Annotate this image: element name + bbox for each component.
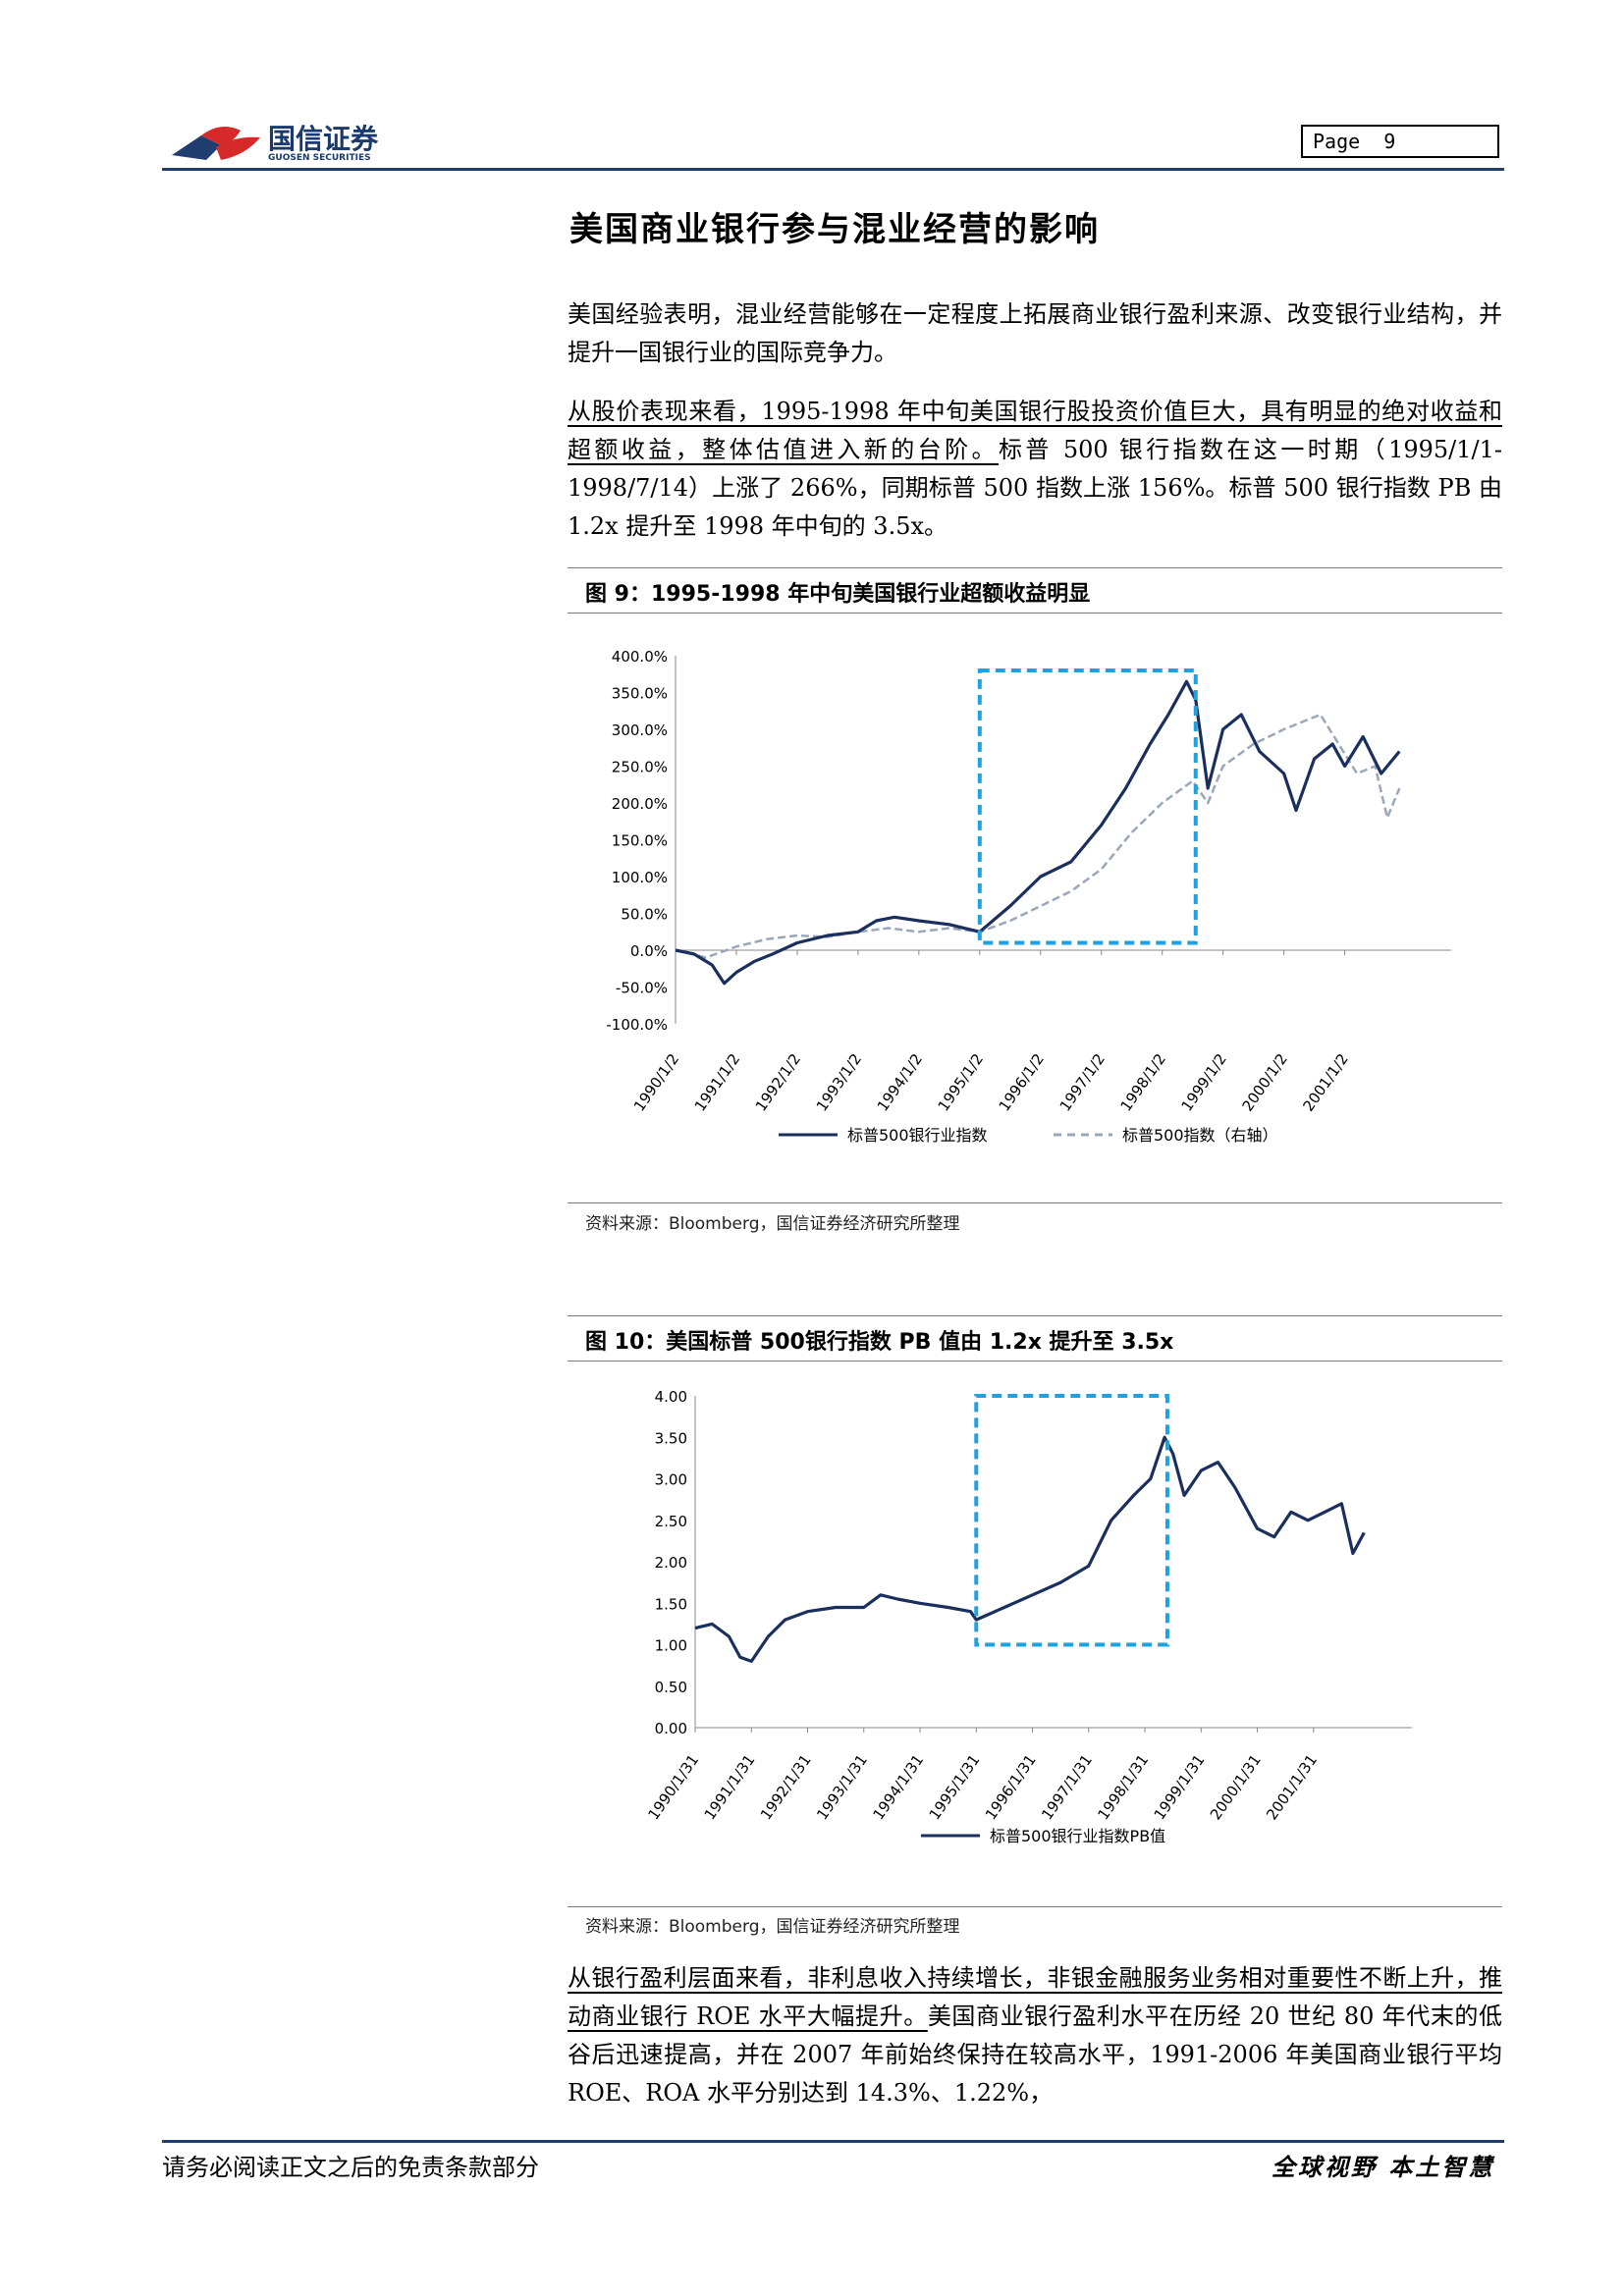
- highlight-box: [974, 1394, 1169, 1647]
- y-tick-label: 4.00: [655, 1388, 687, 1406]
- y-tick-label: 350.0%: [612, 685, 668, 703]
- series-line-bank: [694, 1435, 1366, 1663]
- paragraph-2-rest: 标普 500 银行指数在这一时期（1995/1/1-1998/7/14）上涨了 …: [568, 436, 1502, 540]
- x-tick-label: 1991/1/31: [701, 1751, 759, 1823]
- x-tick-label: 2001/1/31: [1263, 1751, 1321, 1823]
- x-tick-label: 1995/1/31: [926, 1751, 984, 1823]
- x-tick-label: 1996/1/2: [996, 1050, 1048, 1115]
- y-tick-label: 250.0%: [612, 759, 668, 776]
- y-tick-label: 400.0%: [612, 648, 668, 666]
- y-tick-label: 2.00: [655, 1554, 687, 1572]
- y-tick-label: 1.50: [655, 1595, 687, 1613]
- y-tick-label: 3.00: [655, 1471, 687, 1489]
- figure9-rule-bottom: [568, 1202, 1502, 1203]
- paragraph-1-text: 美国经验表明，混业经营能够在一定程度上拓展商业银行盈利来源、改变银行业结构，并提…: [568, 300, 1502, 366]
- logo-text-en: GUOSEN SECURITIES: [268, 153, 371, 163]
- x-tick-label: 2001/1/2: [1299, 1050, 1351, 1115]
- x-tick-label: 1994/1/2: [874, 1050, 926, 1115]
- y-tick-label: 1.00: [655, 1637, 687, 1655]
- page-number: 9: [1383, 130, 1396, 153]
- x-tick-label: 1993/1/2: [813, 1050, 865, 1115]
- x-tick-label: 1998/1/2: [1117, 1050, 1169, 1115]
- series-line-bank: [675, 679, 1401, 986]
- y-tick-label: 0.00: [655, 1720, 687, 1737]
- y-tick-label: 100.0%: [612, 869, 668, 886]
- figure9-rule-top: [568, 567, 1502, 568]
- x-tick-label: 2000/1/31: [1207, 1751, 1265, 1823]
- x-tick-label: 1997/1/2: [1056, 1050, 1109, 1115]
- x-tick-label: 1998/1/31: [1094, 1751, 1152, 1823]
- x-tick-label: 1990/1/2: [630, 1050, 682, 1115]
- x-tick-label: 1996/1/31: [982, 1751, 1040, 1823]
- paragraph-3-rest: 美国商业银行盈利水平在历经 20 世纪 80 年代末的低谷后迅速提高，并在 20…: [568, 2002, 1503, 2107]
- y-tick-label: 50.0%: [621, 906, 668, 924]
- logo: 国信证券 GUOSEN SECURITIES: [162, 116, 407, 167]
- paragraph-3: 从银行盈利层面来看，非利息收入持续增长，非银金融服务业务相对重要性不断上升，推动…: [568, 1959, 1502, 2112]
- y-tick-label: 0.50: [655, 1679, 687, 1696]
- x-tick-label: 1999/1/2: [1178, 1050, 1230, 1115]
- figure10-rule-title: [568, 1361, 1502, 1362]
- chart-bank-pb: 4.00 3.50 3.00 2.50 2.00 1.50 1.00 0.50 0.00 1990…: [644, 1388, 1412, 1845]
- figure10-rule-bottom: [568, 1906, 1502, 1907]
- x-tick-label: 1992/1/31: [757, 1751, 815, 1823]
- page-indicator: Page 9: [1301, 125, 1499, 158]
- y-tick-label: 2.50: [655, 1513, 687, 1530]
- footer-rule: [162, 2140, 1504, 2143]
- series-line-sp500: [675, 713, 1401, 959]
- page-label: Page: [1313, 130, 1361, 153]
- figure9-title: 图 9：1995-1998 年中旬美国银行业超额收益明显: [585, 582, 1091, 607]
- y-tick-label: 150.0%: [612, 832, 668, 850]
- x-tick-label: 1992/1/2: [752, 1050, 804, 1115]
- x-tick-label: 1993/1/31: [813, 1751, 871, 1823]
- paragraph-2-underlined: 从股价表现来看，1995-1998 年中旬美国银行股投资价值巨大，具有明显的绝对…: [568, 398, 1502, 463]
- highlight-box: [977, 668, 1198, 945]
- legend-label: 标普500银行业指数PB值: [990, 1827, 1165, 1845]
- x-tick-label: 2000/1/2: [1238, 1050, 1290, 1115]
- section-title: 美国商业银行参与混业经营的影响: [569, 210, 1100, 249]
- figure9-source: 资料来源：Bloomberg，国信证券经济研究所整理: [585, 1214, 960, 1234]
- x-tick-label: 1997/1/31: [1038, 1751, 1096, 1823]
- figure10-source: 资料来源：Bloomberg，国信证券经济研究所整理: [585, 1917, 960, 1937]
- x-tick-label: 1990/1/31: [644, 1751, 702, 1823]
- x-tick-label: 1994/1/31: [869, 1751, 927, 1823]
- footer-disclaimer: 请务必阅读正文之后的免责条款部分: [162, 2154, 539, 2181]
- paragraph-2: 从股价表现来看，1995-1998 年中旬美国银行股投资价值巨大，具有明显的绝对…: [568, 393, 1502, 546]
- y-tick-label: 0.0%: [630, 942, 668, 960]
- y-tick-label: -100.0%: [606, 1016, 668, 1034]
- footer-slogan: 全球视野 本土智慧: [1272, 2153, 1495, 2181]
- figure9-rule-title: [568, 613, 1502, 614]
- paragraph-1: 美国经验表明，混业经营能够在一定程度上拓展商业银行盈利来源、改变银行业结构，并提…: [568, 295, 1502, 372]
- logo-mark-icon: [172, 127, 260, 160]
- logo-text-cn: 国信证券: [268, 123, 379, 155]
- x-tick-label: 1995/1/2: [935, 1050, 987, 1115]
- legend-label: 标普500银行业指数: [847, 1126, 988, 1145]
- y-tick-label: 3.50: [655, 1429, 687, 1447]
- x-tick-label: 1999/1/31: [1151, 1751, 1209, 1823]
- figure10-rule-top: [568, 1315, 1502, 1316]
- chart-bank-vs-sp500: 400.0% 350.0% 300.0% 250.0% 200.0% 150.0% 100.…: [606, 648, 1451, 1145]
- x-tick-label: 1991/1/2: [691, 1050, 743, 1115]
- figure10-title: 图 10：美国标普 500银行指数 PB 值由 1.2x 提升至 3.5x: [585, 1330, 1174, 1355]
- y-tick-label: -50.0%: [616, 980, 668, 997]
- legend-label: 标普500指数（右轴）: [1122, 1126, 1278, 1145]
- header-rule: [162, 168, 1504, 171]
- y-tick-label: 300.0%: [612, 721, 668, 739]
- y-tick-label: 200.0%: [612, 795, 668, 813]
- paragraph-3-underlined: 从银行盈利层面来看，非利息收入持续增长，非银金融服务业务相对重要性不断上升，推动…: [568, 1964, 1502, 2030]
